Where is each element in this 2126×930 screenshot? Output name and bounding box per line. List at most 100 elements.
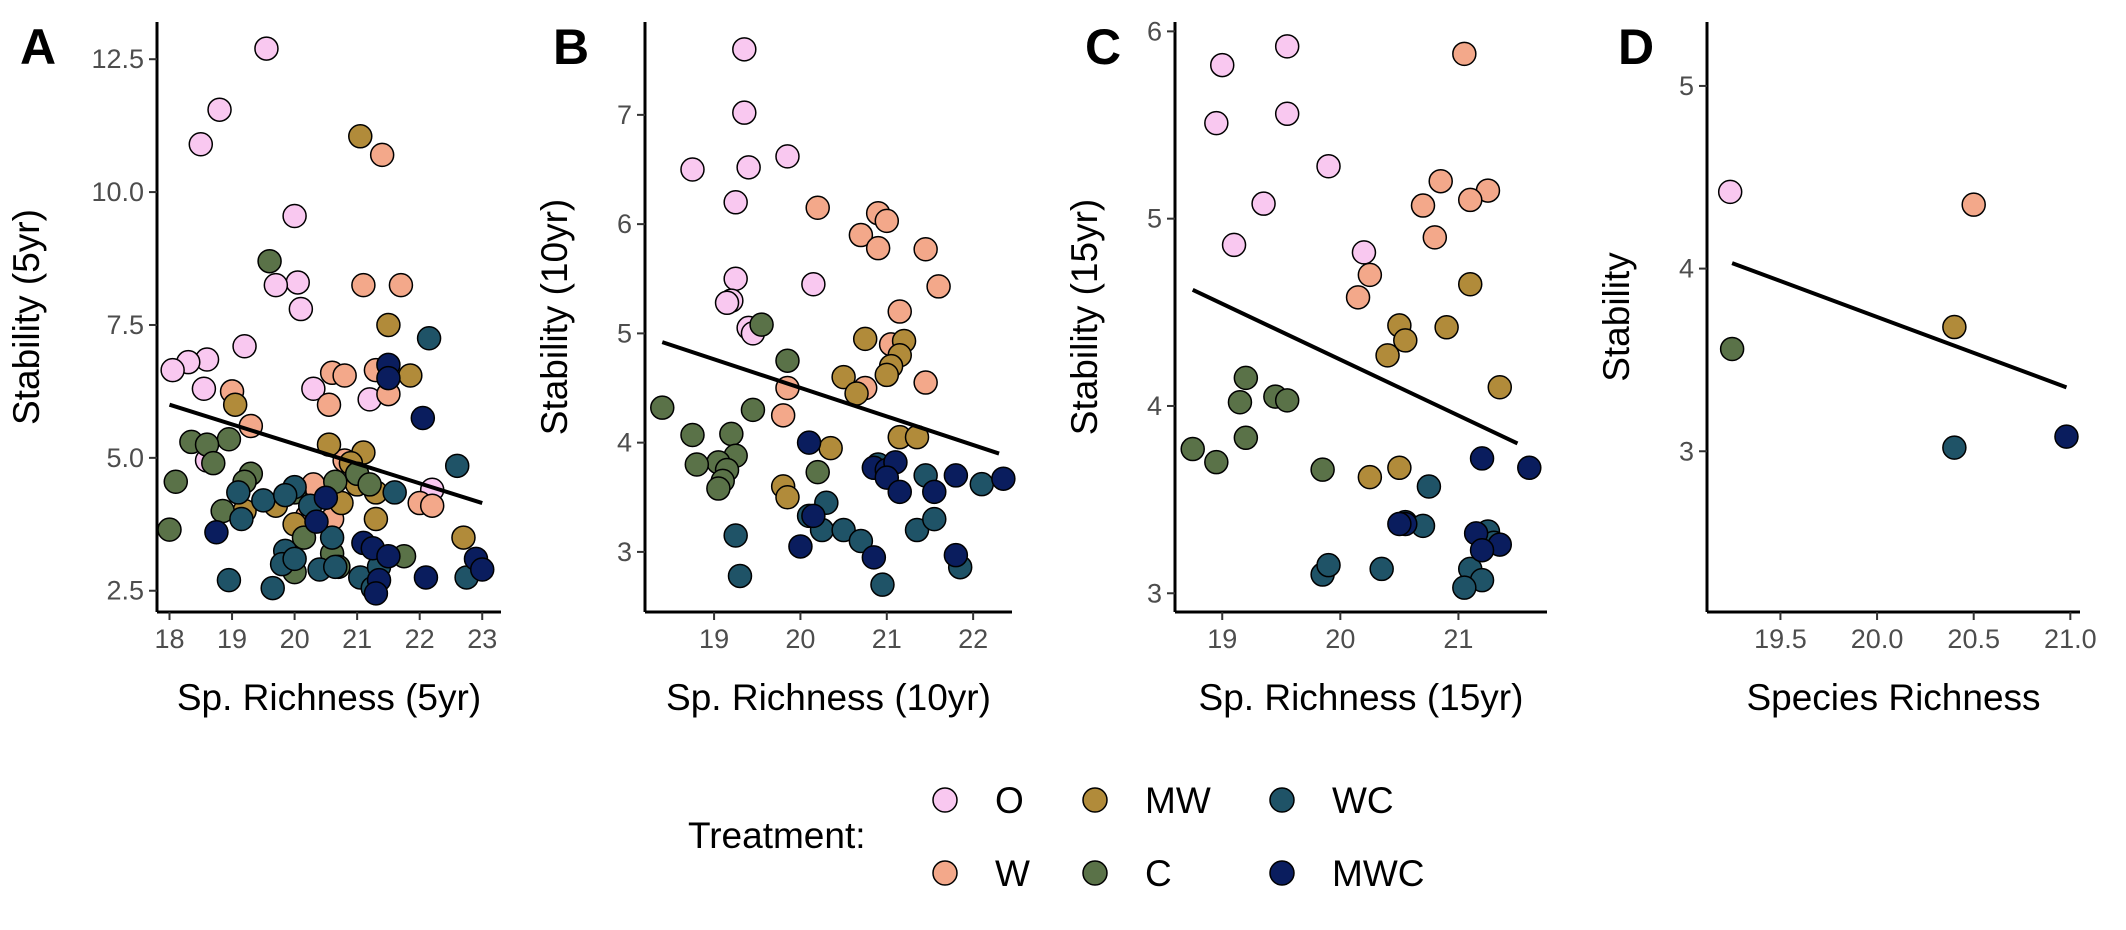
y-tick-label: 5 bbox=[1147, 204, 1162, 234]
data-point-w bbox=[887, 299, 912, 324]
data-point-wc bbox=[727, 563, 753, 589]
y-tick-label: 3 bbox=[617, 537, 632, 567]
legend-label: C bbox=[1145, 853, 1172, 894]
data-point-o bbox=[723, 190, 748, 215]
x-tick-label: 19.5 bbox=[1754, 624, 1807, 654]
x-axis-title: Sp. Richness (10yr) bbox=[666, 677, 991, 718]
data-point-w bbox=[874, 208, 900, 234]
data-point-w bbox=[316, 392, 342, 417]
data-point-mw bbox=[1393, 328, 1418, 353]
data-point-mwc bbox=[376, 365, 401, 391]
data-point-w bbox=[913, 237, 938, 262]
data-point-mwc bbox=[801, 503, 826, 529]
data-point-mwc bbox=[469, 557, 495, 582]
data-point-c bbox=[1180, 436, 1205, 462]
x-tick-label: 18 bbox=[154, 624, 184, 654]
data-point-w bbox=[1961, 192, 1986, 217]
x-tick-label: 21 bbox=[342, 624, 372, 654]
data-point-wc bbox=[870, 572, 895, 597]
legend-item-mwc: MWC bbox=[1269, 853, 1424, 894]
y-tick-label: 5 bbox=[617, 318, 632, 348]
y-tick-label: 2.5 bbox=[106, 576, 144, 606]
data-point-o bbox=[1274, 34, 1300, 59]
x-tick-label: 23 bbox=[467, 624, 497, 654]
legend-item-c: C bbox=[1082, 853, 1172, 894]
y-tick-label: 4 bbox=[1679, 254, 1694, 284]
data-point-mwc bbox=[1517, 455, 1542, 481]
data-point-mw bbox=[1387, 455, 1412, 481]
trend-line bbox=[1731, 261, 2068, 390]
data-point-mw bbox=[1457, 271, 1483, 297]
data-point-mwc bbox=[861, 545, 887, 570]
x-tick-label: 19 bbox=[217, 624, 247, 654]
data-point-o bbox=[191, 376, 217, 402]
data-point-w bbox=[926, 274, 951, 299]
data-point-o bbox=[188, 132, 214, 157]
y-tick-label: 5 bbox=[1679, 71, 1694, 101]
legend-label: MW bbox=[1145, 780, 1211, 821]
data-point-c bbox=[706, 476, 731, 501]
x-axis-title: Species Richness bbox=[1746, 677, 2040, 718]
data-point-mw bbox=[852, 326, 878, 352]
data-point-o bbox=[1251, 191, 1276, 216]
panel-b: B 3 4 5 6 7 19 20 21 22 Sp. Richness (10yr) Stabili… bbox=[534, 19, 1016, 718]
x-tick-label: 22 bbox=[405, 624, 435, 654]
data-point-w bbox=[1428, 168, 1453, 194]
data-point-w bbox=[1452, 41, 1477, 67]
x-axis-title: Sp. Richness (5yr) bbox=[177, 677, 481, 718]
data-point-wc bbox=[1316, 552, 1341, 578]
data-point-mwc bbox=[313, 485, 339, 510]
x-tick-label: 20 bbox=[280, 624, 310, 654]
y-tick-label: 12.5 bbox=[91, 44, 144, 74]
data-point-o bbox=[232, 333, 257, 359]
data-point-w bbox=[419, 493, 445, 518]
data-point-w bbox=[1422, 225, 1448, 250]
legend-label: WC bbox=[1332, 780, 1394, 821]
trend-line bbox=[168, 402, 483, 505]
data-point-o bbox=[1204, 110, 1229, 136]
data-point-mwc bbox=[1387, 511, 1412, 537]
data-point-mwc bbox=[410, 405, 436, 431]
data-point-mw bbox=[1942, 314, 1967, 340]
data-point-c bbox=[357, 472, 382, 497]
data-point-c bbox=[216, 427, 242, 452]
data-point-o bbox=[732, 37, 757, 62]
legend-swatch bbox=[1082, 787, 1108, 813]
data-point-mw bbox=[1375, 343, 1400, 368]
legend-swatch bbox=[1269, 860, 1295, 886]
data-point-o bbox=[680, 157, 705, 182]
data-point-mwc bbox=[887, 479, 912, 505]
data-point-wc bbox=[1452, 575, 1477, 600]
data-point-wc bbox=[282, 546, 307, 572]
data-point-mwc bbox=[796, 430, 822, 455]
x-tick-label: 20 bbox=[1325, 624, 1355, 654]
legend-label: MWC bbox=[1332, 853, 1424, 894]
y-axis-title: Stability (5yr) bbox=[6, 209, 47, 425]
data-point-o bbox=[1221, 232, 1247, 258]
data-point-c bbox=[775, 348, 800, 373]
legend-swatch bbox=[932, 860, 958, 886]
data-point-o bbox=[207, 97, 232, 122]
data-point-o bbox=[288, 296, 314, 322]
data-point-mw bbox=[818, 435, 843, 461]
panel-c: C 3 4 5 6 19 20 21 Sp. Richness (15yr) Stability … bbox=[1064, 16, 1547, 718]
data-point-w bbox=[388, 272, 414, 298]
data-point-wc bbox=[229, 506, 254, 532]
data-point-o bbox=[263, 272, 289, 298]
data-point-o bbox=[775, 144, 800, 169]
data-point-mw bbox=[376, 312, 401, 338]
y-tick-label: 4 bbox=[617, 428, 632, 458]
data-point-w bbox=[1345, 285, 1371, 310]
data-point-c bbox=[257, 248, 282, 274]
chart-panels: A 2.5 5.0 7.5 10.0 12.5 18 19 20 21 22 23 Sp. Richne… bbox=[6, 16, 2097, 718]
data-point-wc bbox=[226, 480, 251, 505]
data-point-wc bbox=[922, 506, 947, 532]
data-point-w bbox=[805, 195, 830, 220]
y-tick-label: 5.0 bbox=[106, 443, 144, 473]
data-point-c bbox=[684, 452, 710, 477]
panel-tag: A bbox=[20, 19, 56, 75]
data-point-c bbox=[719, 421, 744, 447]
y-tick-label: 3 bbox=[1147, 578, 1162, 608]
data-point-o bbox=[160, 357, 185, 383]
